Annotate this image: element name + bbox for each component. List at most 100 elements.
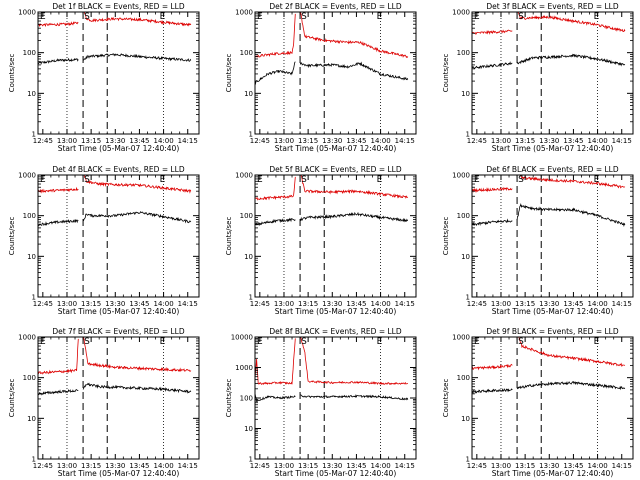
y-tick-label: 100 (240, 395, 253, 403)
x-tick-label: 13:15 (298, 300, 318, 308)
x-tick-label: 12:45 (33, 462, 53, 470)
y-tick-label: 1000 (452, 334, 470, 342)
chart-panel-1: Det 1f BLACK = Events, RED = LLDSEE11010… (8, 2, 200, 153)
events-series-line (38, 57, 79, 65)
chart-title: Det 2f BLACK = Events, RED = LLD (269, 2, 402, 11)
y-axis-label: Counts/sec (442, 54, 450, 93)
lld-series-line (299, 12, 409, 59)
marker-s-label: S (84, 175, 90, 185)
lld-series-line (38, 186, 79, 194)
x-tick-label: 13:30 (105, 300, 125, 308)
x-tick-label: 13:45 (346, 300, 366, 308)
x-axis-label: Start Time (05-Mar-07 12:40:40) (275, 307, 397, 316)
chart-panel-8: Det 8f BLACK = Events, RED = LLDSEE11010… (225, 327, 417, 478)
y-tick-label: 1 (32, 131, 36, 139)
y-tick-label: 100 (23, 212, 36, 220)
x-tick-label: 12:45 (33, 137, 53, 145)
chart-panel-9: Det 9f BLACK = Events, RED = LLDSEE11010… (442, 327, 634, 478)
lld-series-line (38, 21, 79, 28)
marker-s-label: S (301, 175, 307, 185)
marker-s-label: S (518, 337, 524, 347)
chart-title: Det 1f BLACK = Events, RED = LLD (52, 2, 185, 11)
lld-series-line (255, 176, 296, 201)
x-tick-label: 13:30 (539, 137, 559, 145)
chart-title: Det 4f BLACK = Events, RED = LLD (52, 165, 185, 174)
x-tick-label: 13:45 (129, 300, 149, 308)
y-axis-label: Counts/sec (8, 217, 16, 256)
x-tick-label: 14:15 (178, 462, 198, 470)
plot-frame (254, 174, 417, 298)
events-series-line (472, 218, 513, 227)
y-tick-label: 10 (244, 253, 253, 261)
marker-e-label: E (594, 337, 600, 347)
chart-title: Det 8f BLACK = Events, RED = LLD (269, 327, 402, 336)
x-axis-label: Start Time (05-Mar-07 12:40:40) (492, 307, 614, 316)
x-tick-label: 13:00 (274, 300, 294, 308)
x-axis-label: Start Time (05-Mar-07 12:40:40) (275, 469, 397, 478)
y-tick-label: 100 (240, 49, 253, 57)
marker-e-label: E (377, 337, 383, 347)
x-tick-label: 13:00 (491, 300, 511, 308)
x-tick-label: 13:00 (57, 137, 77, 145)
lld-series-line (255, 338, 296, 385)
x-tick-label: 12:45 (250, 462, 270, 470)
x-tick-label: 13:45 (563, 300, 583, 308)
chart-title: Det 9f BLACK = Events, RED = LLD (486, 327, 619, 336)
y-tick-label: 1000 (235, 9, 253, 17)
x-axis-label: Start Time (05-Mar-07 12:40:40) (275, 144, 397, 153)
x-tick-label: 13:30 (539, 300, 559, 308)
plot-frame (471, 336, 634, 460)
x-tick-label: 13:45 (346, 462, 366, 470)
x-tick-label: 14:15 (612, 462, 632, 470)
y-tick-label: 100 (23, 374, 36, 382)
x-tick-label: 14:00 (587, 137, 607, 145)
y-axis-label: Counts/sec (442, 379, 450, 418)
chart-panel-7: Det 7f BLACK = Events, RED = LLDSEE11010… (8, 327, 200, 478)
x-tick-label: 12:45 (467, 137, 487, 145)
x-tick-label: 13:45 (129, 462, 149, 470)
x-axis-label: Start Time (05-Mar-07 12:40:40) (58, 307, 180, 316)
x-tick-label: 13:30 (322, 462, 342, 470)
x-tick-label: 13:45 (346, 137, 366, 145)
lld-series-line (300, 337, 409, 386)
marker-s-label: S (84, 337, 90, 347)
y-tick-label: 10 (244, 425, 253, 433)
marker-e-label: E (160, 12, 166, 22)
y-tick-label: 1000 (235, 364, 253, 372)
x-tick-label: 13:15 (515, 462, 535, 470)
x-tick-label: 13:15 (81, 300, 101, 308)
events-series-line (516, 380, 626, 391)
x-tick-label: 13:00 (491, 137, 511, 145)
marker-s-label: S (301, 337, 307, 347)
y-tick-label: 10 (244, 90, 253, 98)
lld-series-line (472, 186, 513, 193)
x-axis-label: Start Time (05-Mar-07 12:40:40) (58, 144, 180, 153)
x-tick-label: 14:15 (612, 300, 632, 308)
y-tick-label: 1 (249, 131, 253, 139)
x-tick-label: 13:00 (491, 462, 511, 470)
x-tick-label: 14:00 (153, 300, 173, 308)
events-series-line (82, 211, 192, 224)
chart-title: Det 6f BLACK = Events, RED = LLD (486, 165, 619, 174)
y-tick-label: 1 (466, 131, 470, 139)
y-tick-label: 100 (240, 212, 253, 220)
x-tick-label: 13:45 (563, 462, 583, 470)
events-series-line (82, 382, 192, 394)
y-tick-label: 1000 (452, 9, 470, 17)
marker-e-label: E (594, 12, 600, 22)
events-series-line (255, 61, 296, 86)
x-tick-label: 14:00 (587, 300, 607, 308)
y-tick-label: 10 (27, 253, 36, 261)
x-tick-label: 13:00 (57, 462, 77, 470)
plot-frame (37, 11, 200, 135)
y-axis-label: Counts/sec (225, 217, 233, 256)
events-series-line (299, 211, 409, 223)
x-tick-label: 12:45 (250, 137, 270, 145)
y-tick-label: 100 (457, 374, 470, 382)
lld-series-line (82, 337, 192, 373)
y-tick-label: 1000 (452, 172, 470, 180)
y-tick-label: 100 (23, 49, 36, 57)
y-tick-label: 10 (27, 90, 36, 98)
x-tick-label: 13:15 (515, 137, 535, 145)
chart-panel-4: Det 4f BLACK = Events, RED = LLDSEE11010… (8, 165, 200, 316)
